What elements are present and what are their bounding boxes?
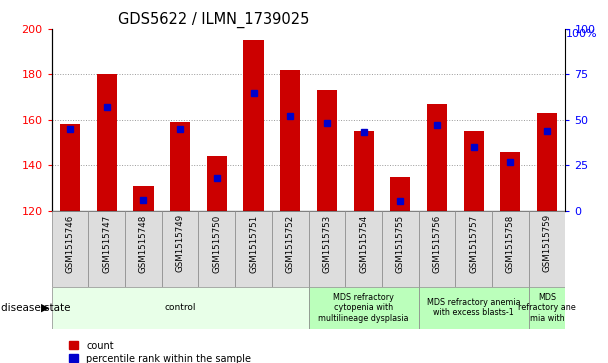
Bar <box>500 151 520 211</box>
Bar <box>170 122 190 211</box>
Bar <box>427 104 447 211</box>
Text: disease state: disease state <box>1 303 70 313</box>
Bar <box>529 287 565 329</box>
Bar <box>97 74 117 211</box>
Text: GSM1515750: GSM1515750 <box>212 214 221 273</box>
Text: GSM1515756: GSM1515756 <box>432 214 441 273</box>
Bar <box>88 211 125 287</box>
Bar <box>198 211 235 287</box>
Bar <box>529 211 565 287</box>
Bar <box>492 211 529 287</box>
Bar <box>345 211 382 287</box>
Text: GSM1515747: GSM1515747 <box>102 214 111 273</box>
Text: GSM1515746: GSM1515746 <box>66 214 75 273</box>
Bar <box>60 124 80 211</box>
Text: GSM1515752: GSM1515752 <box>286 214 295 273</box>
Bar <box>243 40 264 211</box>
Text: 100%: 100% <box>565 29 597 39</box>
Text: GSM1515751: GSM1515751 <box>249 214 258 273</box>
Bar <box>308 287 419 329</box>
Bar <box>382 211 419 287</box>
Bar <box>235 211 272 287</box>
Text: MDS refractory
cytopenia with
multilineage dysplasia: MDS refractory cytopenia with multilinea… <box>319 293 409 323</box>
Bar <box>280 70 300 211</box>
Bar <box>419 287 529 329</box>
Bar <box>353 131 374 211</box>
Bar <box>133 185 153 211</box>
Bar <box>308 211 345 287</box>
Bar <box>419 211 455 287</box>
Bar <box>207 156 227 211</box>
Text: GSM1515754: GSM1515754 <box>359 214 368 273</box>
Text: GSM1515753: GSM1515753 <box>322 214 331 273</box>
Text: MDS refractory anemia
with excess blasts-1: MDS refractory anemia with excess blasts… <box>427 298 520 317</box>
Bar <box>272 211 308 287</box>
Bar <box>537 113 557 211</box>
Text: GSM1515758: GSM1515758 <box>506 214 515 273</box>
Bar <box>455 211 492 287</box>
Text: GSM1515749: GSM1515749 <box>176 214 185 273</box>
Text: ▶: ▶ <box>41 303 49 313</box>
Bar <box>52 211 88 287</box>
Text: MDS
refractory ane
mia with: MDS refractory ane mia with <box>518 293 576 323</box>
Text: GSM1515757: GSM1515757 <box>469 214 478 273</box>
Text: GSM1515759: GSM1515759 <box>542 214 551 273</box>
Text: control: control <box>164 303 196 312</box>
Bar <box>52 287 308 329</box>
Bar <box>125 211 162 287</box>
Bar <box>317 90 337 211</box>
Text: GDS5622 / ILMN_1739025: GDS5622 / ILMN_1739025 <box>119 12 310 28</box>
Legend: count, percentile rank within the sample: count, percentile rank within the sample <box>69 340 251 363</box>
Text: GSM1515755: GSM1515755 <box>396 214 405 273</box>
Bar <box>464 131 484 211</box>
Bar <box>162 211 198 287</box>
Bar <box>390 176 410 211</box>
Text: GSM1515748: GSM1515748 <box>139 214 148 273</box>
